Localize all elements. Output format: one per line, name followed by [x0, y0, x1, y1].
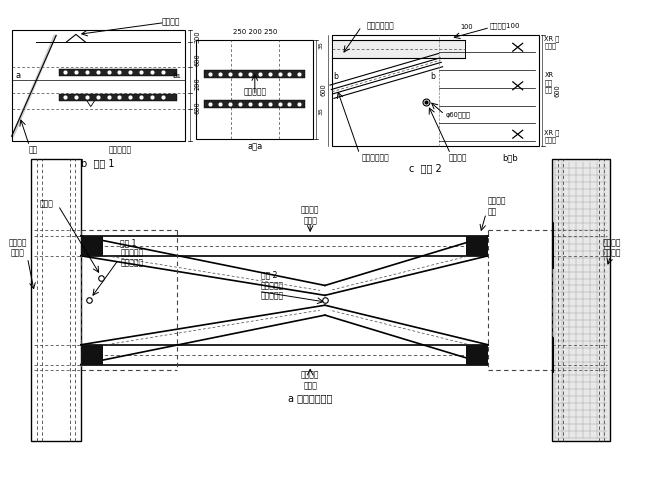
Bar [332, 40, 465, 58]
Text: 现场焊缝100: 现场焊缝100 [489, 22, 520, 29]
Text: 35: 35 [319, 108, 323, 115]
Text: 核心筒框
架钢管柱: 核心筒框 架钢管柱 [603, 238, 621, 258]
Text: 临时连接板: 临时连接板 [109, 145, 132, 154]
Text: 250 200 250: 250 200 250 [233, 30, 277, 35]
Bar [81, 345, 552, 365]
Text: b－b: b－b [502, 153, 518, 163]
Bar [81, 345, 102, 365]
Text: 外筒框架
钢管柱: 外筒框架 钢管柱 [8, 238, 27, 258]
Text: φ60的销轴: φ60的销轴 [446, 111, 470, 118]
Text: 600: 600 [194, 54, 200, 66]
Bar [332, 35, 540, 146]
Text: a: a [16, 71, 21, 80]
Text: 节点 2
伸臂桁架腹
杆临时连接: 节点 2 伸臂桁架腹 杆临时连接 [260, 271, 284, 300]
Text: 600: 600 [194, 101, 200, 114]
Bar [32, 159, 81, 441]
Bar [552, 222, 553, 268]
Text: 伸臂桁架
上弦杆: 伸臂桁架 上弦杆 [301, 206, 319, 225]
Bar [204, 99, 305, 108]
Text: 现场连接
焊缝: 现场连接 焊缝 [488, 196, 507, 216]
Text: XR
焊后
磨平: XR 焊后 磨平 [544, 72, 553, 93]
Text: 伸臂桁架腹杆: 伸臂桁架腹杆 [362, 153, 389, 163]
Text: XR 焊
后磨平: XR 焊 后磨平 [544, 129, 560, 143]
Bar [59, 69, 177, 76]
Text: 600: 600 [321, 83, 327, 96]
Bar [59, 94, 177, 101]
Bar [204, 70, 305, 78]
Text: XR 焊
后磨平: XR 焊 后磨平 [544, 35, 560, 49]
Text: a－a: a－a [247, 142, 262, 152]
Polygon shape [12, 35, 56, 136]
Bar [196, 40, 313, 139]
Bar [552, 159, 610, 441]
Bar [12, 31, 185, 141]
Text: 虚交点: 虚交点 [40, 199, 53, 208]
Text: c  节点 2: c 节点 2 [410, 163, 442, 173]
Text: 600: 600 [554, 85, 561, 97]
Bar [552, 337, 553, 372]
Text: 35: 35 [319, 41, 323, 49]
Text: b  节点 1: b 节点 1 [82, 158, 115, 168]
Bar [81, 236, 102, 256]
Text: 200: 200 [194, 77, 200, 90]
Bar [467, 345, 488, 365]
Text: a₁: a₁ [172, 71, 181, 80]
Text: 节点 1
伸臂桁架弦
杆临时连接: 节点 1 伸臂桁架弦 杆临时连接 [121, 238, 143, 268]
Text: a 伸臂桁架剖面: a 伸臂桁架剖面 [288, 393, 332, 403]
Text: 伸臂桁架弦杆: 伸臂桁架弦杆 [367, 21, 394, 30]
Bar [467, 236, 488, 256]
Text: b: b [334, 72, 338, 81]
Text: 临时连接板: 临时连接板 [243, 87, 266, 96]
Text: 销轴连接: 销轴连接 [448, 153, 467, 163]
Bar [81, 236, 552, 256]
Text: 柱壁: 柱壁 [29, 145, 38, 154]
Text: 100: 100 [460, 24, 473, 31]
Text: 伸臂桁架
下弦杆: 伸臂桁架 下弦杆 [301, 370, 319, 390]
Text: 300: 300 [194, 30, 200, 43]
Text: b: b [430, 72, 435, 81]
Text: 现场焊缝: 现场焊缝 [161, 17, 179, 26]
